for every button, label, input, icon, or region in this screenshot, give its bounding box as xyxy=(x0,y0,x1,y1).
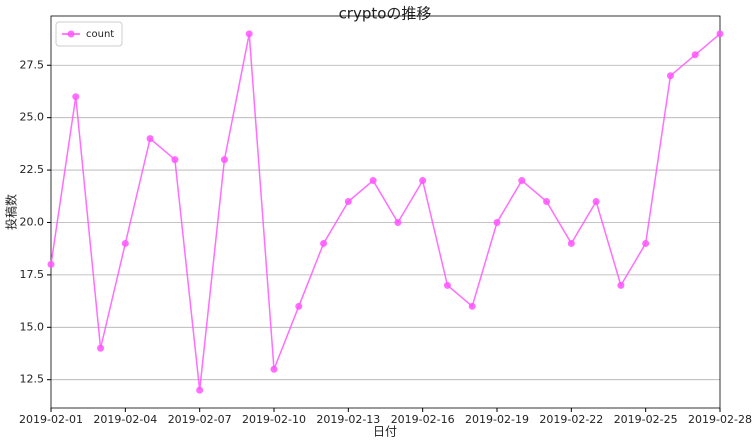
y-tick-label: 27.5 xyxy=(20,58,45,71)
point xyxy=(666,72,674,80)
point xyxy=(567,239,575,247)
y-tick-label: 17.5 xyxy=(20,268,45,281)
y-tick-label: 20.0 xyxy=(20,215,45,228)
point xyxy=(691,51,699,59)
legend-marker xyxy=(67,30,75,38)
x-tick-label: 2019-02-22 xyxy=(539,413,603,426)
point xyxy=(47,260,55,268)
point xyxy=(245,30,253,38)
point xyxy=(443,281,451,289)
point xyxy=(716,30,724,38)
x-tick-label: 2019-02-07 xyxy=(168,413,232,426)
point xyxy=(146,135,154,143)
x-tick-label: 2019-02-19 xyxy=(465,413,529,426)
y-tick-label: 25.0 xyxy=(20,111,45,124)
point xyxy=(97,344,105,352)
series-line xyxy=(50,33,721,391)
legend-label: count xyxy=(86,29,114,40)
x-tick-label: 2019-02-04 xyxy=(93,413,157,426)
point xyxy=(344,198,352,206)
y-tick-label: 12.5 xyxy=(20,373,45,386)
point xyxy=(320,239,328,247)
point xyxy=(220,156,228,164)
legend-box xyxy=(55,21,123,47)
chart-title: cryptoの推移 xyxy=(339,5,432,23)
x-tick-label: 2019-02-28 xyxy=(688,413,752,426)
point xyxy=(270,365,278,373)
point xyxy=(592,198,600,206)
y-tick-label: 15.0 xyxy=(20,320,45,333)
point xyxy=(468,302,476,310)
y-axis-label: 投稿数 xyxy=(4,194,19,230)
point xyxy=(295,302,303,310)
plot-frame xyxy=(50,15,721,409)
point xyxy=(642,239,650,247)
point xyxy=(543,198,551,206)
point xyxy=(121,239,129,247)
x-tick-label: 2019-02-13 xyxy=(316,413,380,426)
point xyxy=(72,93,80,101)
point xyxy=(171,156,179,164)
point xyxy=(394,218,402,226)
point xyxy=(493,218,501,226)
y-tick-label: 22.5 xyxy=(20,163,45,176)
point xyxy=(518,177,526,185)
x-tick-label: 2019-02-01 xyxy=(19,413,83,426)
x-tick-label: 2019-02-16 xyxy=(391,413,455,426)
point xyxy=(196,386,204,394)
x-axis-label: 日付 xyxy=(373,425,397,439)
x-tick-label: 2019-02-10 xyxy=(242,413,306,426)
point xyxy=(369,177,377,185)
point xyxy=(419,177,427,185)
x-tick-label: 2019-02-25 xyxy=(614,413,678,426)
point xyxy=(617,281,625,289)
